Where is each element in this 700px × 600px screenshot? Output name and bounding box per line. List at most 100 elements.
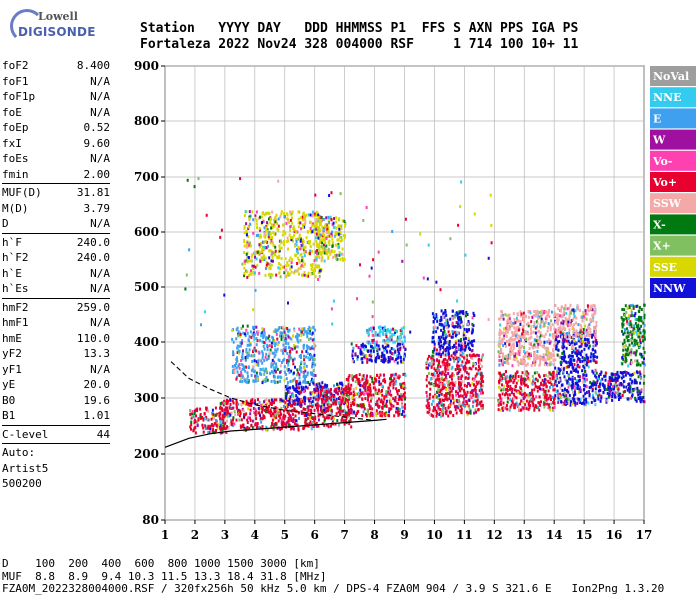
data-point xyxy=(591,393,594,397)
data-point xyxy=(473,399,476,403)
data-point xyxy=(447,353,450,357)
data-point xyxy=(307,213,310,217)
data-point xyxy=(536,341,539,345)
data-point xyxy=(435,313,438,317)
data-point xyxy=(561,388,564,392)
data-point xyxy=(319,251,322,255)
data-point xyxy=(337,384,340,388)
data-point xyxy=(253,337,256,341)
data-point xyxy=(245,242,248,246)
data-point xyxy=(443,383,446,387)
data-point xyxy=(308,424,311,428)
data-point xyxy=(379,329,382,332)
data-point xyxy=(387,344,390,348)
data-point xyxy=(439,344,442,348)
data-point xyxy=(318,382,321,386)
data-point xyxy=(528,400,531,404)
data-point xyxy=(264,380,267,383)
data-point xyxy=(264,211,267,215)
data-point xyxy=(353,402,356,406)
data-point xyxy=(366,386,369,390)
data-point xyxy=(438,361,441,365)
data-point xyxy=(309,245,312,249)
data-point xyxy=(252,325,255,329)
y-tick-label: 600 xyxy=(134,225,159,239)
data-point xyxy=(277,228,280,232)
data-point xyxy=(298,235,301,239)
parameter-panel: foF2 8.400 foF1 N/A foF1p N/A foE N/A foEp 0.52 fx… xyxy=(2,58,110,492)
data-point xyxy=(331,237,334,241)
data-point xyxy=(219,411,222,415)
data-point xyxy=(552,400,555,404)
data-point xyxy=(227,426,230,430)
data-point xyxy=(459,368,462,372)
data-point xyxy=(399,382,401,386)
data-point xyxy=(316,409,319,413)
data-point xyxy=(211,431,214,434)
param-row: foEp 0.52 xyxy=(2,120,110,136)
data-point xyxy=(287,390,290,394)
data-point xyxy=(316,402,319,406)
data-point xyxy=(265,369,268,373)
data-point xyxy=(266,222,269,226)
data-point xyxy=(395,358,398,361)
data-point xyxy=(542,320,545,324)
data-point xyxy=(508,338,511,342)
data-point xyxy=(368,401,371,405)
data-point xyxy=(332,225,335,229)
data-point xyxy=(329,393,332,397)
data-point xyxy=(362,374,365,378)
data-point xyxy=(261,331,264,335)
data-point xyxy=(284,385,287,388)
data-point xyxy=(507,385,510,388)
data-point xyxy=(240,372,243,376)
data-point xyxy=(385,331,388,335)
data-point xyxy=(242,349,244,353)
data-point xyxy=(480,400,483,404)
data-point xyxy=(304,245,307,249)
data-point xyxy=(321,255,324,259)
data-point xyxy=(592,340,595,344)
data-point xyxy=(263,213,266,217)
data-point xyxy=(516,319,518,323)
data-point xyxy=(581,339,584,343)
data-point xyxy=(283,243,285,247)
data-point xyxy=(345,393,348,397)
data-point xyxy=(254,422,257,426)
data-point xyxy=(250,269,252,273)
data-point xyxy=(372,386,375,390)
data-point xyxy=(524,403,527,407)
data-point xyxy=(525,407,528,411)
data-point xyxy=(389,389,392,393)
data-point xyxy=(458,324,461,328)
data-point xyxy=(318,248,321,252)
data-point xyxy=(303,328,306,332)
data-point xyxy=(315,224,318,228)
data-point xyxy=(589,380,592,384)
data-point xyxy=(474,367,477,371)
data-point xyxy=(459,408,462,412)
data-point xyxy=(389,400,392,403)
data-point xyxy=(339,381,341,385)
data-point xyxy=(289,386,292,390)
data-point xyxy=(322,248,325,252)
x-tick-label: 17 xyxy=(636,528,653,542)
data-point xyxy=(243,259,246,263)
data-point xyxy=(519,314,522,318)
data-point xyxy=(510,403,513,407)
data-point xyxy=(282,404,285,408)
data-point xyxy=(504,357,507,361)
data-point xyxy=(502,331,505,335)
data-point xyxy=(480,358,483,362)
data-point xyxy=(313,388,316,392)
data-point xyxy=(529,392,532,396)
param-row: B1 1.01 xyxy=(2,408,110,424)
data-point xyxy=(239,332,242,336)
data-point xyxy=(273,398,276,402)
data-point xyxy=(514,372,517,376)
data-point xyxy=(366,381,369,385)
data-point xyxy=(314,263,317,267)
data-point xyxy=(456,389,459,393)
data-point xyxy=(254,250,257,254)
data-point xyxy=(511,338,514,342)
